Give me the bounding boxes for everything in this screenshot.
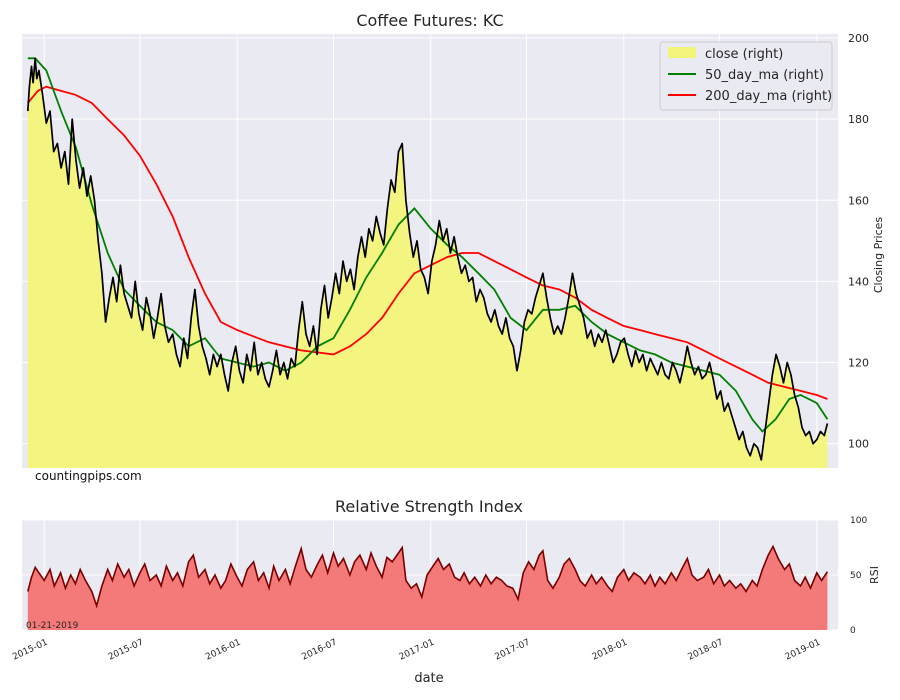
date-tick-label: 2018-01 bbox=[591, 638, 629, 663]
price-legend: close (right) 50_day_ma (right) 200_day_… bbox=[659, 41, 833, 111]
price-chart-title: Coffee Futures: KC bbox=[356, 11, 503, 30]
rsi-y-tick-label: 0 bbox=[850, 626, 856, 636]
legend-label-200-day-ma: 200_day_ma (right) bbox=[705, 89, 832, 104]
close-line bbox=[26, 57, 829, 461]
rsi-y-tick-label: 100 bbox=[850, 516, 867, 526]
rsi-y-axis-label: RSI bbox=[868, 566, 881, 584]
rsi-chart-title: Relative Strength Index bbox=[335, 497, 523, 516]
date-stamp: 01-21-2019 bbox=[26, 621, 79, 631]
date-tick-label: 2015-01 bbox=[11, 638, 49, 663]
legend-swatch-close bbox=[668, 47, 696, 58]
date-tick-label: 2017-07 bbox=[493, 638, 531, 663]
rsi-area bbox=[27, 546, 828, 630]
date-tick-label: 2017-01 bbox=[398, 638, 436, 663]
price-y-tick-label: 180 bbox=[848, 113, 869, 126]
rsi-y-tick-labels: 0 50 100 bbox=[850, 516, 867, 636]
watermark: countingpips.com bbox=[35, 469, 142, 483]
price-y-tick-labels: 100 120 140 160 180 200 bbox=[848, 32, 869, 451]
date-tick-label: 2019-01 bbox=[784, 638, 822, 663]
price-y-tick-label: 100 bbox=[848, 438, 869, 451]
200-day-ma-line bbox=[27, 85, 828, 400]
price-y-tick-label: 120 bbox=[848, 357, 869, 370]
close-area bbox=[27, 58, 828, 469]
date-tick-label: 2018-07 bbox=[686, 638, 724, 663]
date-tick-label: 2015-07 bbox=[107, 638, 145, 663]
price-y-axis-label: Closing Prices bbox=[872, 217, 885, 294]
date-tick-labels: 2015-01 2015-07 2016-01 2016-07 2017-01 2017-… bbox=[11, 638, 822, 663]
legend-label-close: close (right) bbox=[705, 47, 783, 62]
rsi-line bbox=[27, 544, 829, 609]
price-y-tick-label: 200 bbox=[848, 32, 869, 45]
rsi-y-tick-label: 50 bbox=[850, 571, 862, 581]
date-axis-label: date bbox=[414, 671, 443, 686]
price-series bbox=[26, 57, 829, 469]
price-chart: 100 120 140 160 180 200 Coffee Futures: KC Cl… bbox=[22, 11, 885, 483]
rsi-series bbox=[27, 544, 829, 630]
legend-label-50-day-ma: 50_day_ma (right) bbox=[705, 68, 824, 83]
price-y-tick-label: 140 bbox=[848, 275, 869, 288]
date-tick-label: 2016-01 bbox=[204, 638, 242, 663]
legend-frame bbox=[659, 41, 833, 111]
rsi-chart: 0 50 100 2015-01 2015-07 2016-01 2016-07 2017-… bbox=[11, 497, 881, 686]
price-y-tick-label: 160 bbox=[848, 194, 869, 207]
date-tick-label: 2016-07 bbox=[300, 638, 338, 663]
